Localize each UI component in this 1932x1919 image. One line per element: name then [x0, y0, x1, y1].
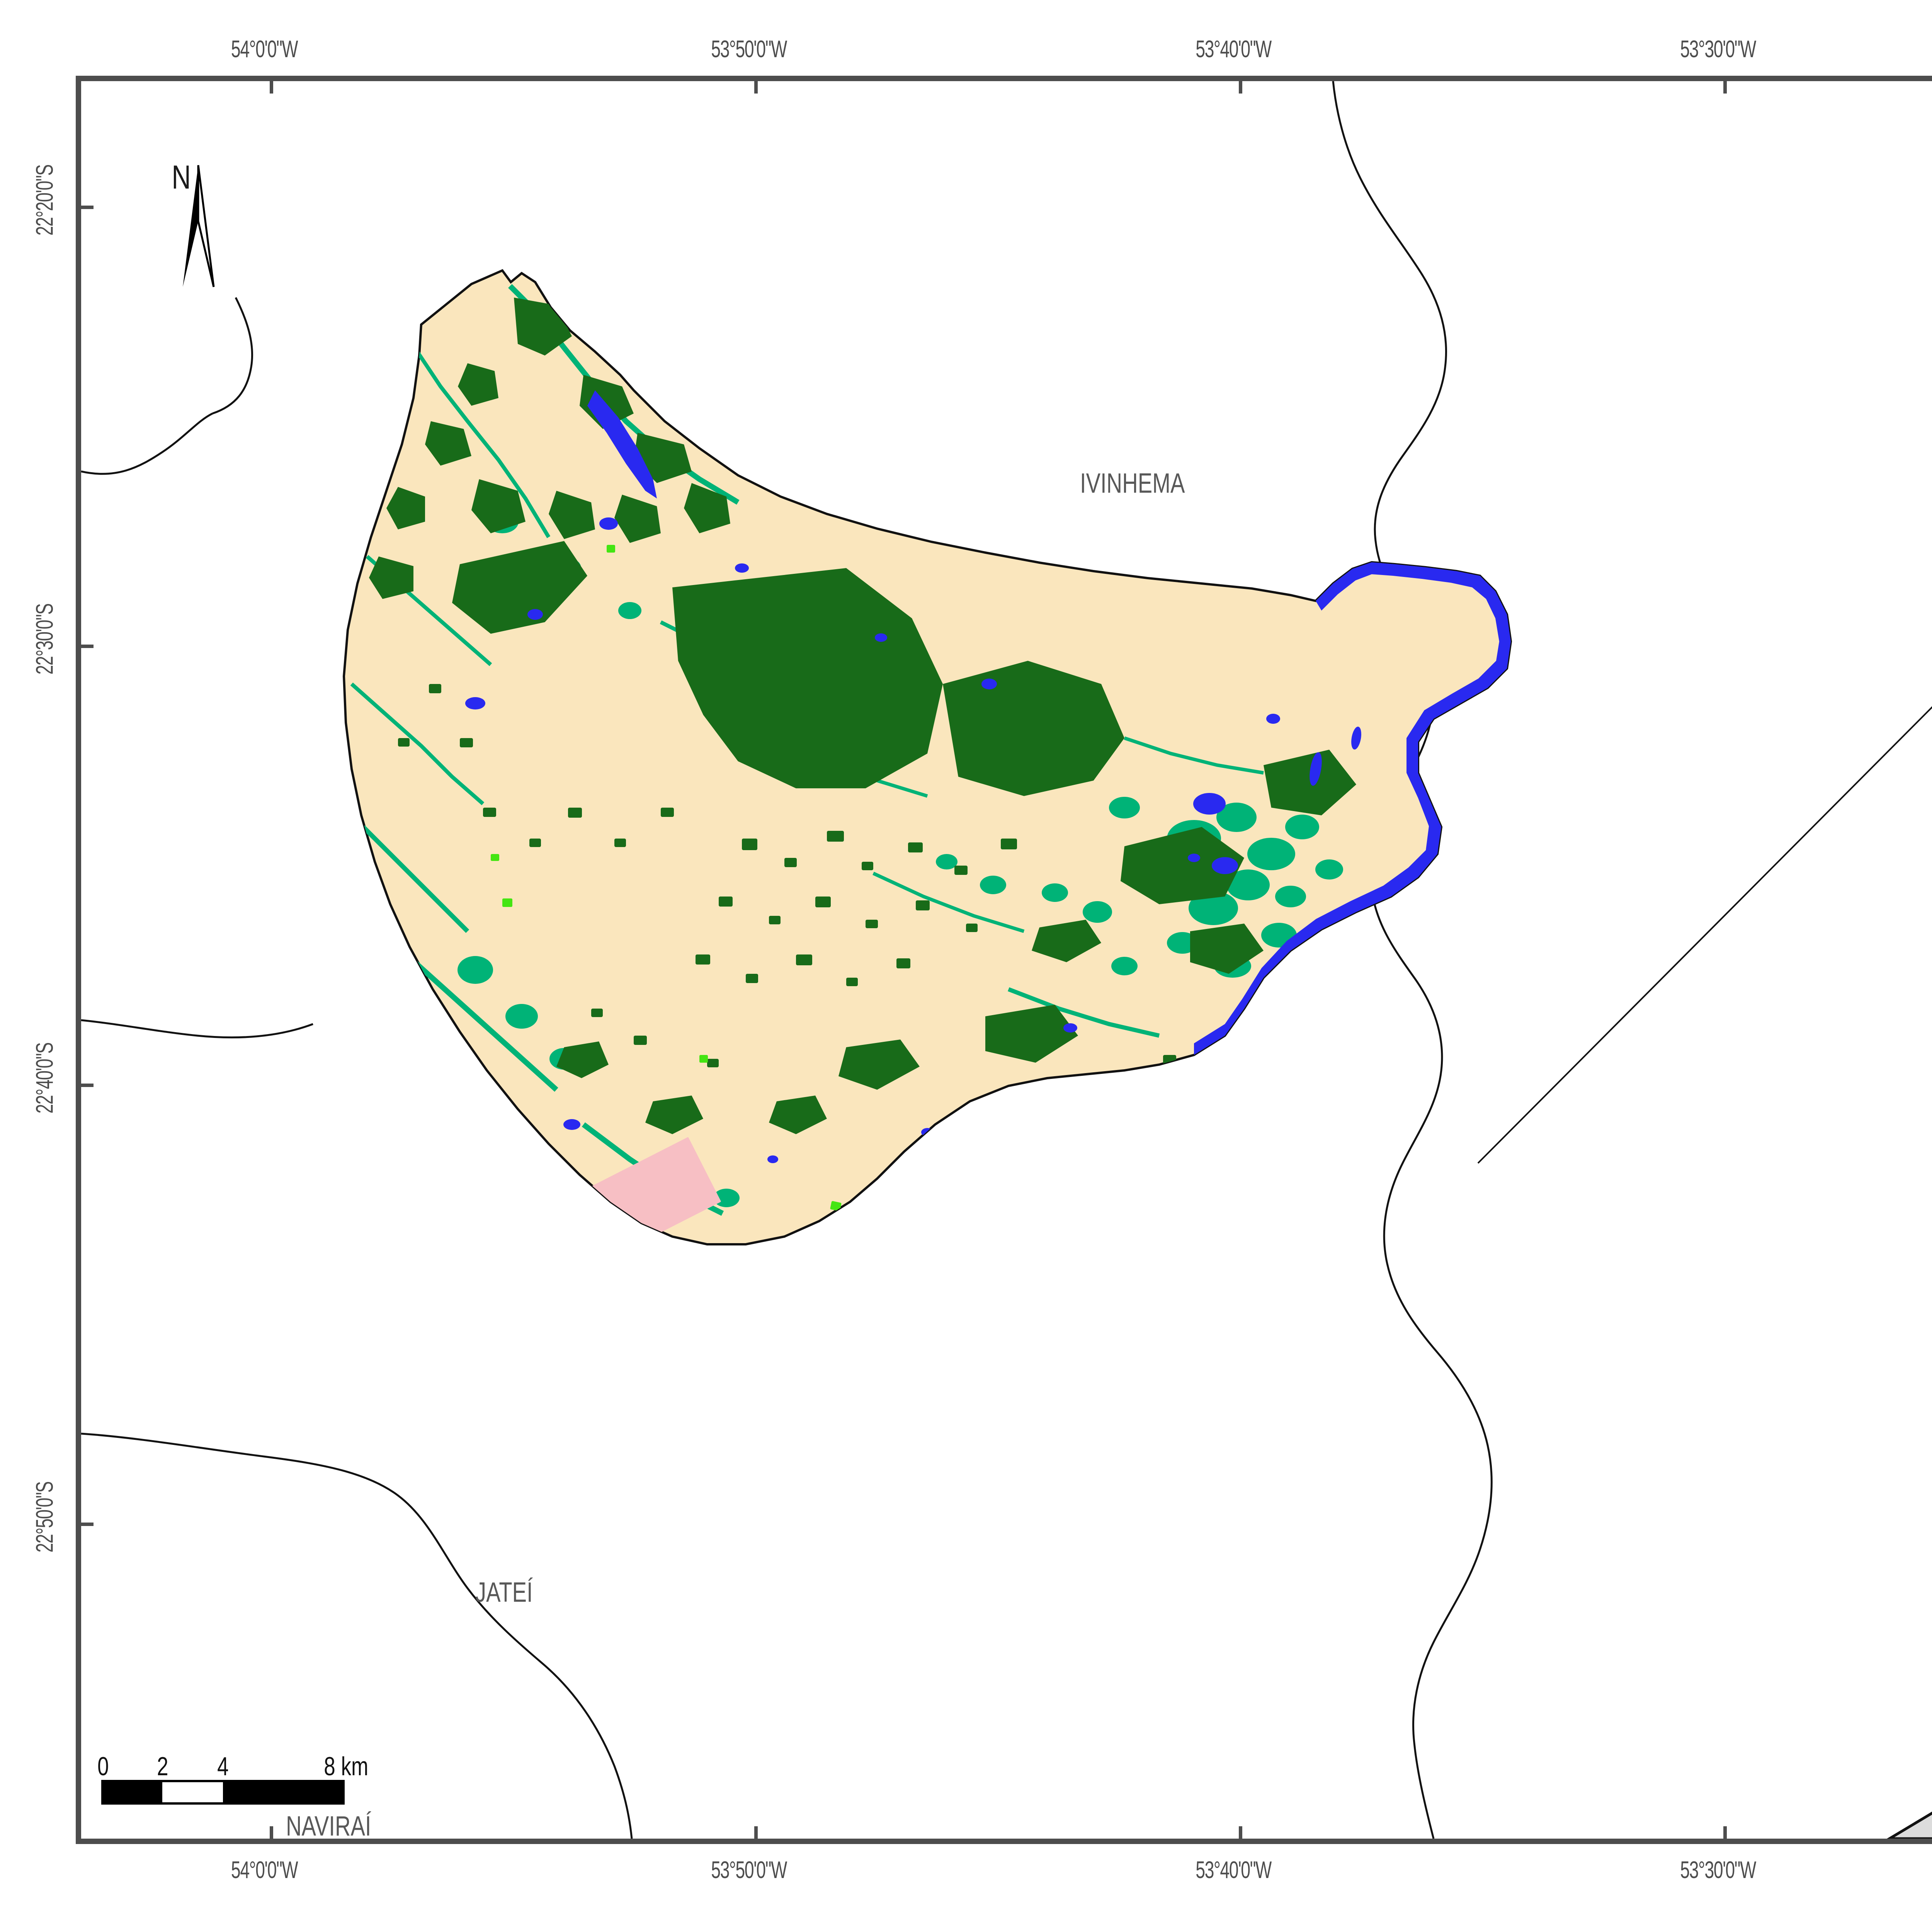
city-label: IVINHEMA — [1080, 468, 1185, 499]
graticule-tick-left — [81, 1084, 94, 1087]
graticule-tick-bottom — [1723, 1826, 1727, 1839]
graticule-tick-top — [270, 81, 273, 94]
scale-bar-graphic — [101, 1780, 345, 1805]
graticule-tick-bottom — [754, 1826, 758, 1839]
latitude-label: 22°40'0"S — [31, 1043, 58, 1114]
graticule-tick-left — [81, 206, 94, 209]
longitude-label-bottom: 53°50'0"W — [711, 1857, 787, 1883]
longitude-label-top: 53°40'0"W — [1196, 36, 1272, 63]
longitude-label-top: 53°50'0"W — [711, 36, 787, 63]
north-label: N — [172, 159, 191, 196]
graticule-tick-left — [81, 645, 94, 648]
scale-bar: 0 2 4 8 km — [97, 1751, 368, 1805]
latitude-label: 22°20'0"S — [31, 165, 58, 236]
scale-tick-8: 8 km — [324, 1752, 369, 1781]
state-boundary-wedge — [1887, 1812, 1932, 1839]
graticule-tick-top — [754, 81, 758, 94]
longitude-label-top: 53°30'0"W — [1680, 36, 1756, 63]
longitude-label-bottom: 54°0'0"W — [231, 1857, 298, 1883]
municipality-polygon — [342, 269, 1512, 1245]
longitude-label-bottom: 53°30'0"W — [1680, 1857, 1756, 1883]
scale-tick-4: 4 — [217, 1752, 229, 1781]
longitude-label-bottom: 53°40'0"W — [1196, 1857, 1272, 1883]
landcover-layer — [350, 284, 1511, 1244]
scale-bar-ticks: 0 2 4 8 km — [97, 1751, 368, 1781]
graticule-tick-left — [81, 1523, 94, 1526]
city-label: NAVIRAÍ — [286, 1811, 371, 1842]
latitude-label: 22°50'0"S — [31, 1482, 58, 1553]
graticule-tick-bottom — [1239, 1826, 1242, 1839]
north-arrow-icon — [183, 165, 215, 288]
scale-tick-0: 0 — [97, 1752, 109, 1781]
map-frame: N IVINHEMANOVAANDRADINATAQUARUSSUJATEÍNA… — [76, 76, 1932, 1844]
longitude-label-top: 54°0'0"W — [231, 36, 298, 63]
graticule-tick-top — [1239, 81, 1242, 94]
city-label: JATEÍ — [475, 1577, 533, 1608]
latitude-label: 22°30'0"S — [31, 604, 58, 675]
map-canvas — [81, 81, 1932, 1839]
graticule-tick-bottom — [270, 1826, 273, 1839]
graticule-tick-top — [1723, 81, 1727, 94]
scale-tick-2: 2 — [157, 1752, 168, 1781]
